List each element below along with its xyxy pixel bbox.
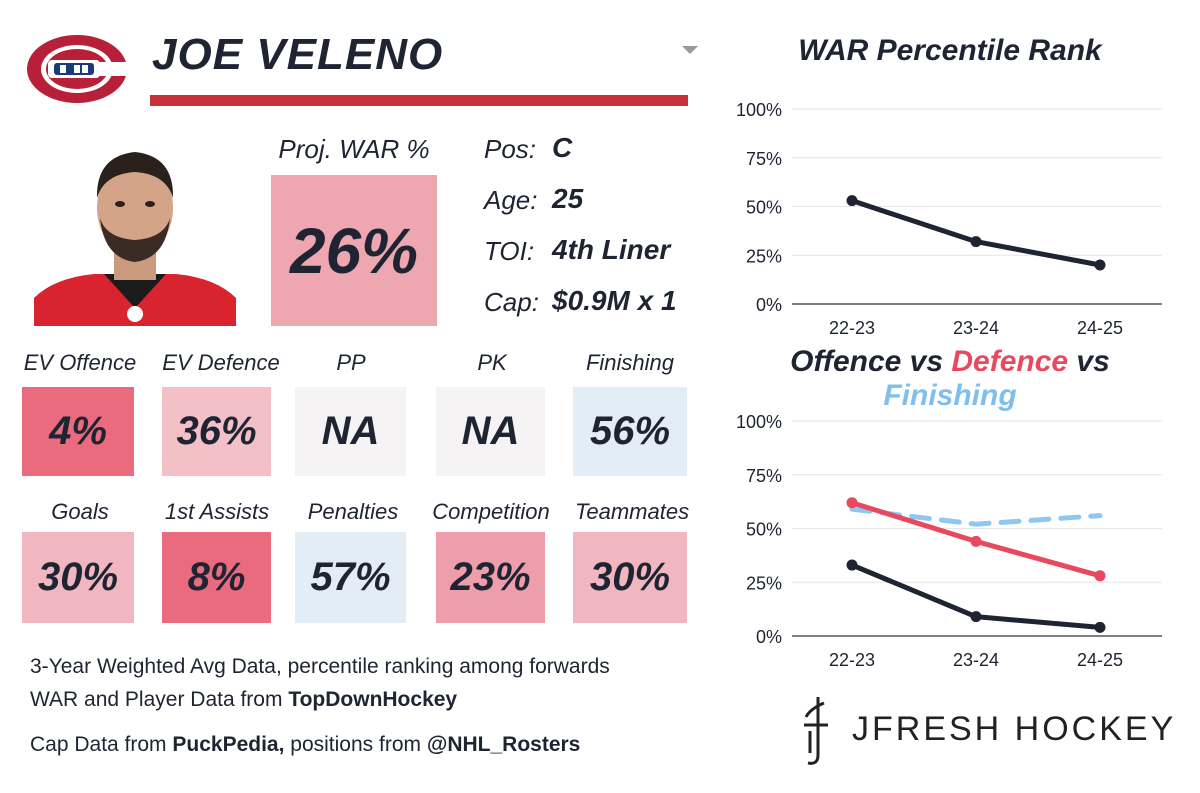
chevron-down-icon[interactable] <box>682 46 698 54</box>
data-point <box>846 559 858 571</box>
cap-label: Cap: <box>484 287 539 317</box>
proj-war-value: 26% <box>271 175 437 326</box>
x-tick-label: 22-23 <box>829 650 875 670</box>
toi-label: TOI: <box>484 236 535 266</box>
x-tick-label: 23-24 <box>953 318 999 338</box>
metric-label-finishing: Finishing <box>585 350 675 375</box>
metric-box-ev-offence: 4% <box>22 387 134 476</box>
metric-label-goals: Goals <box>51 499 109 524</box>
pos-value: C <box>552 132 573 163</box>
chart2-title-part-4: Finishing <box>883 379 1017 412</box>
footer-source-war-text: WAR and Player Data from <box>30 688 289 711</box>
x-tick-label: 23-24 <box>953 650 999 670</box>
team-logo <box>27 35 128 103</box>
metric-box-pp: NA <box>295 387 406 476</box>
age-value: 25 <box>552 183 584 214</box>
x-tick-label: 24-25 <box>1077 318 1123 338</box>
chart2-title-part-1: vs <box>901 345 952 378</box>
data-point <box>1094 259 1106 271</box>
brand-logo-icon <box>804 697 828 765</box>
metric-label-ev-offence: EV Offence <box>23 350 137 375</box>
y-tick-label: 100% <box>736 100 782 120</box>
toi-value: 4th Liner <box>552 234 671 265</box>
brand-name: JFRESH HOCKEY <box>852 710 1177 748</box>
cap-value: $0.9M x 1 <box>552 285 677 316</box>
metric-label-pp: PP <box>336 350 366 375</box>
metric-label-pk: PK <box>477 350 507 375</box>
metric-box-finishing: 56% <box>573 387 687 476</box>
footer-positions-text: positions from <box>284 733 427 756</box>
footer-cap-source: PuckPedia, <box>172 733 285 756</box>
chart2-title: Offence vs Defence vs Finishing <box>730 345 1170 413</box>
footer-source-cap: Cap Data from PuckPedia, positions from … <box>30 733 580 757</box>
x-tick-label: 22-23 <box>829 318 875 338</box>
metric-label-penalties: Penalties <box>307 499 399 524</box>
data-point <box>970 611 982 623</box>
metric-box-goals: 30% <box>22 532 134 623</box>
y-tick-label: 50% <box>746 198 782 218</box>
metric-box-penalties: 57% <box>295 532 406 623</box>
metric-label-ev-defence: EV Defence <box>162 350 280 375</box>
metric-box-pk: NA <box>436 387 545 476</box>
data-point <box>846 497 858 509</box>
chart2-title-part-3: vs <box>1068 345 1110 378</box>
x-tick-label: 24-25 <box>1077 650 1123 670</box>
y-tick-label: 75% <box>746 466 782 486</box>
chart-war-percentile: 100% 75% 50% 25% 0% 22-23 23-24 24-25 <box>736 100 1162 338</box>
metric-box-teammates: 30% <box>573 532 687 623</box>
footer-cap-text: Cap Data from <box>30 733 173 756</box>
metric-box-competition: 23% <box>436 532 545 623</box>
data-point <box>970 535 982 547</box>
chart-offence-defence-finishing: 100% 75% 50% 25% 0% 22-23 23-24 24-25 <box>736 412 1162 670</box>
name-underline <box>150 95 688 106</box>
y-tick-label: 0% <box>756 295 782 315</box>
metric-label-competition: Competition <box>432 499 550 524</box>
data-point <box>846 195 858 207</box>
player-name: JOE VELENO <box>152 30 444 79</box>
y-tick-label: 100% <box>736 412 782 432</box>
data-point <box>1094 570 1106 582</box>
player-headshot <box>34 152 236 326</box>
metric-label-teammates: Teammates <box>574 499 690 524</box>
data-point <box>1094 621 1106 633</box>
metric-box-ev-defence: 36% <box>162 387 271 476</box>
y-tick-label: 25% <box>746 246 782 266</box>
y-tick-label: 50% <box>746 520 782 540</box>
metric-label-first-assists: 1st Assists <box>164 499 270 524</box>
chart1-title: WAR Percentile Rank <box>798 34 1102 67</box>
footer-source-war-name: TopDownHockey <box>288 688 458 711</box>
footer-note: 3-Year Weighted Avg Data, percentile ran… <box>30 655 610 678</box>
age-label: Age: <box>484 185 538 215</box>
footer-source-war: WAR and Player Data from TopDownHockey <box>30 688 457 712</box>
chart2-title-part-2: Defence <box>951 345 1069 378</box>
y-tick-label: 75% <box>746 149 782 169</box>
y-tick-label: 25% <box>746 573 782 593</box>
footer-positions-source: @NHL_Rosters <box>426 733 581 756</box>
proj-war-label: Proj. WAR % <box>278 134 430 164</box>
data-point <box>970 236 982 248</box>
chart2-title-part-0: Offence <box>790 345 902 378</box>
metric-box-first-assists: 8% <box>162 532 271 623</box>
pos-label: Pos: <box>484 134 537 164</box>
y-tick-label: 0% <box>756 627 782 647</box>
